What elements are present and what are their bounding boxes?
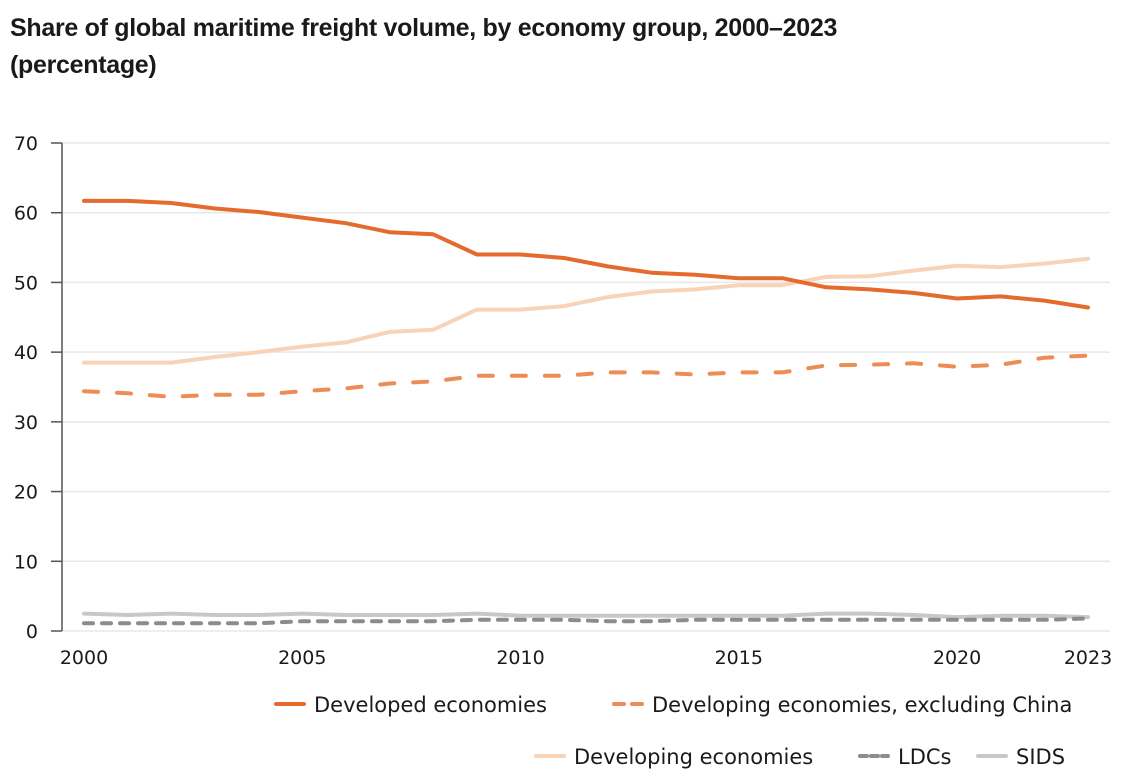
x-axis-ticks: 2000 2005 2010 2015 2020 2023 (60, 647, 1112, 669)
x-tick-label: 2015 (715, 647, 763, 669)
legend-label-ldcs: LDCs (898, 745, 951, 769)
series-line-developed-economies (82, 198, 1090, 310)
chart-title-text: Share of global maritime freight volume,… (10, 14, 838, 42)
legend-label-sids: SIDS (1016, 745, 1065, 769)
series-line-sids (82, 611, 1090, 620)
y-tick-label: 40 (14, 342, 38, 364)
y-tick-label: 30 (14, 412, 38, 434)
x-tick-label: 2005 (278, 647, 326, 669)
y-tick-label: 60 (14, 203, 38, 225)
series-line-developing-economies (82, 256, 1090, 365)
legend-label-developing-economies: Developing economies (574, 745, 813, 769)
x-tick-label: 2020 (933, 647, 981, 669)
x-tick-label: 2000 (60, 647, 108, 669)
y-tick-label: 20 (14, 482, 38, 504)
gridlines (62, 142, 1110, 632)
chart-subtitle: (percentage) (10, 51, 157, 79)
x-tick-label: 2010 (496, 647, 544, 669)
legend-label-developing-economies-excluding-china: Developing economies, excluding China (652, 693, 1072, 717)
legend-label-developed-economies: Developed economies (314, 693, 547, 717)
chart-title: Share of global maritime freight volume,… (10, 10, 1110, 84)
y-axis-ticks: 0 10 20 30 40 50 60 70 (14, 133, 62, 643)
x-tick-label: 2023 (1064, 647, 1112, 669)
y-tick-label: 50 (14, 272, 38, 294)
series-line-developing-economies-excluding-china (82, 353, 1090, 399)
series-line-ldcs (82, 616, 1090, 626)
y-tick-label: 10 (14, 551, 38, 573)
legend: Developed economies Developing economies,… (274, 693, 1072, 769)
y-tick-label: 0 (26, 621, 38, 643)
y-tick-label: 70 (14, 133, 38, 155)
series-lines (82, 198, 1090, 626)
